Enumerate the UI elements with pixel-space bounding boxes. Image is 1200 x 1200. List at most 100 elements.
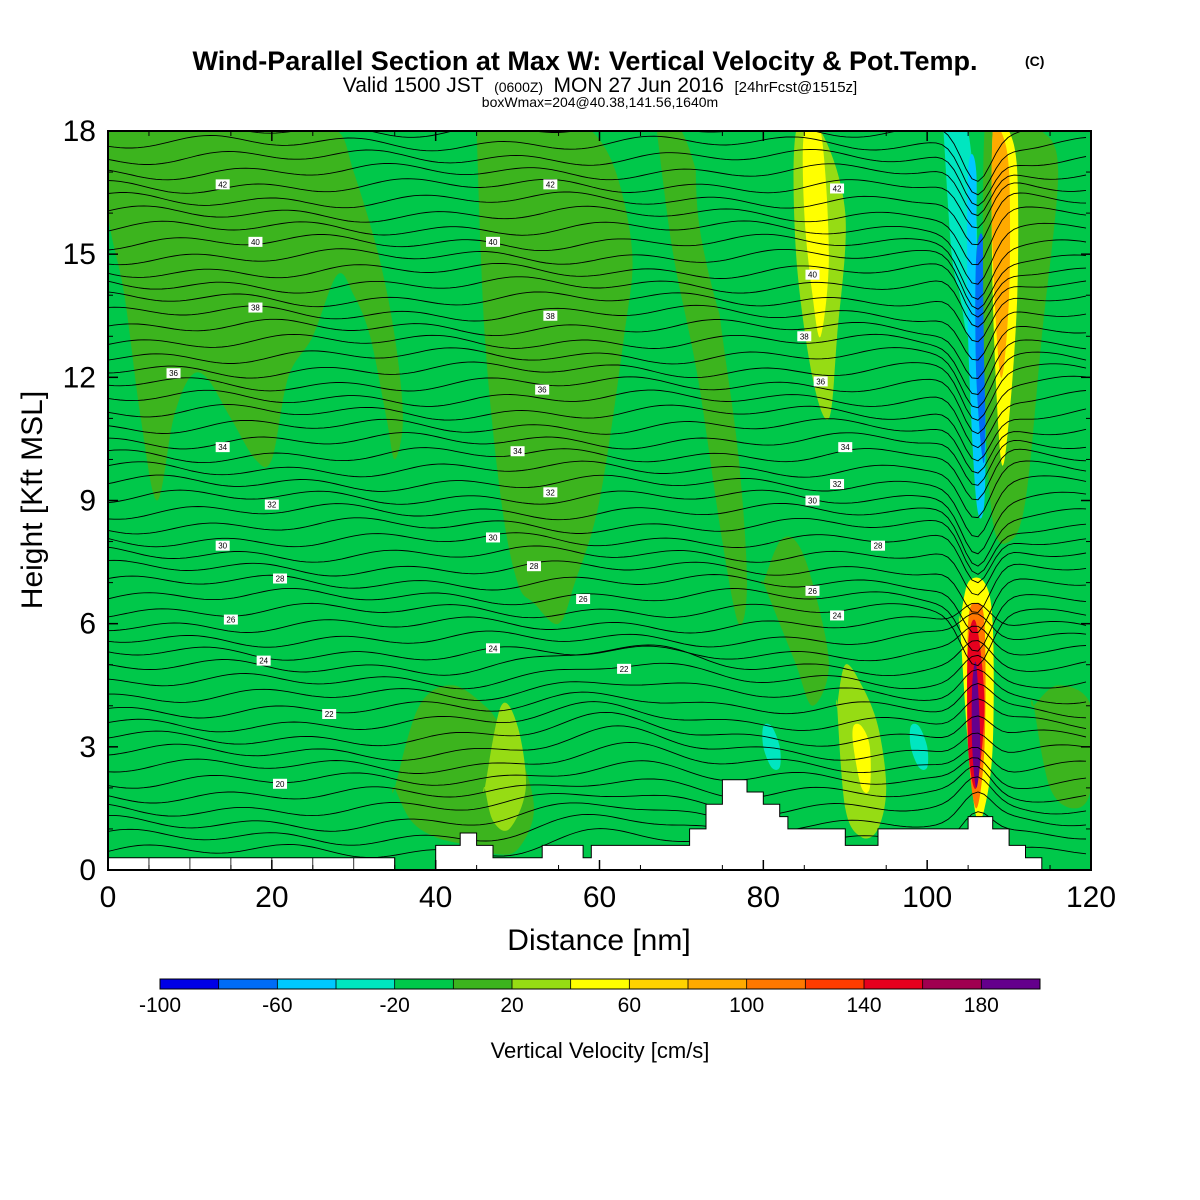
contour-label-box xyxy=(273,778,288,789)
contour-label: 42 xyxy=(830,183,845,194)
contour-label-text: 24 xyxy=(489,644,498,653)
contour-label-box xyxy=(543,487,558,498)
isentrope-line xyxy=(108,404,1087,462)
contour-label-box xyxy=(543,310,558,321)
plot-area: 42 40 38 36 34 32 30 28 26 24 22 20 42 40 38 36 34 32 30 28… xyxy=(108,131,1091,870)
velocity-region-1 xyxy=(476,131,633,625)
isentrope-line xyxy=(108,291,1087,343)
contour-label-text: 20 xyxy=(276,780,285,789)
velocity-region-26 xyxy=(971,661,981,788)
colorbar-tick-label: 140 xyxy=(846,994,881,1017)
contour-label-text: 38 xyxy=(251,304,260,313)
contour-label-box xyxy=(576,594,591,605)
contour-label-box xyxy=(838,442,853,453)
y-tick-label: 18 xyxy=(63,115,96,148)
contour-label-text: 36 xyxy=(538,386,547,395)
y-tick-label: 15 xyxy=(63,238,96,271)
isentrope-line xyxy=(108,233,1087,300)
colorbar-swatch xyxy=(864,979,923,989)
contour-label: 28 xyxy=(526,561,541,572)
contour-label-text: 28 xyxy=(874,542,883,551)
contour-label-text: 32 xyxy=(546,488,555,497)
contour-label-box xyxy=(215,442,230,453)
isentrope-line xyxy=(108,131,1024,182)
contour-label-box xyxy=(273,573,288,584)
contour-label-text: 28 xyxy=(276,575,285,584)
colorbar-frame xyxy=(159,978,1041,990)
contour-label-box xyxy=(486,532,501,543)
contour-label-box xyxy=(215,179,230,190)
isentrope-line xyxy=(108,361,1087,421)
contour-label-box xyxy=(510,446,525,457)
isentrope-line xyxy=(108,149,1087,207)
contour-label-box xyxy=(486,236,501,247)
contour-label-box xyxy=(322,708,337,719)
contour-label: 36 xyxy=(813,376,828,387)
isentrope-line xyxy=(108,489,1087,555)
chart-title: Wind-Parallel Section at Max W: Vertical… xyxy=(193,46,978,76)
terrain-block-1 xyxy=(435,779,1043,870)
contour-label-text: 32 xyxy=(267,501,276,510)
contour-label: 38 xyxy=(248,302,263,313)
contour-label-box xyxy=(526,561,541,572)
colorbar-swatch xyxy=(336,979,395,989)
contour-label: 34 xyxy=(215,442,230,453)
isentrope-line xyxy=(108,220,1087,285)
contour-label-text: 30 xyxy=(218,542,227,551)
contour-label: 40 xyxy=(248,236,263,247)
isentrope-line xyxy=(108,791,1087,832)
colorbar-swatch xyxy=(746,979,806,989)
colorbar-label: Vertical Velocity [cm/s] xyxy=(491,1038,710,1063)
x-axis-label: Distance [nm] xyxy=(507,924,690,957)
colorbar-swatch xyxy=(453,979,512,989)
isentrope-line xyxy=(108,725,1087,761)
y-tick-label: 6 xyxy=(79,608,96,641)
isentrope-line xyxy=(108,587,1087,652)
isentrope-line xyxy=(108,447,1087,501)
contour-label: 26 xyxy=(805,585,820,596)
isentrope-line xyxy=(108,375,1087,435)
colorbar-swatch xyxy=(218,979,278,989)
velocity-region-19 xyxy=(975,233,986,464)
isentrope-line xyxy=(108,460,1087,519)
contour-label-box xyxy=(264,499,279,510)
contour-label-box xyxy=(223,614,238,625)
x-tick-label: 40 xyxy=(419,881,452,914)
isentrope-line xyxy=(108,418,1087,474)
colorbar-swatch xyxy=(981,979,1040,989)
contour-label: 32 xyxy=(543,487,558,498)
contour-label-text: 26 xyxy=(226,616,235,625)
colorbar-swatch xyxy=(629,979,688,989)
contour-label: 34 xyxy=(510,446,525,457)
isentrope-line xyxy=(108,683,1087,719)
contour-label-text: 40 xyxy=(808,271,817,280)
isentrope-line xyxy=(108,432,1087,486)
terrain-mask xyxy=(108,779,1043,870)
isentrope-line xyxy=(108,757,1087,790)
x-tick-label: 60 xyxy=(583,881,616,914)
isentrope-line xyxy=(108,532,1087,584)
contour-label-text: 34 xyxy=(218,443,227,452)
contour-label-text: 36 xyxy=(816,377,825,386)
contour-label: 24 xyxy=(486,643,501,654)
contour-label: 42 xyxy=(215,179,230,190)
contour-label: 32 xyxy=(830,479,845,490)
isentrope-line xyxy=(108,178,1087,229)
contour-label: 38 xyxy=(797,331,812,342)
contour-label-text: 22 xyxy=(620,665,629,674)
colorbar-tick-label: -60 xyxy=(262,994,292,1017)
colorbar-tick-label: 100 xyxy=(729,994,764,1017)
colorbar-swatch xyxy=(394,979,454,989)
contour-label-box xyxy=(830,610,845,621)
box-info: boxWmax=204@40.38,141.56,1640m xyxy=(482,94,718,110)
isentrope-line xyxy=(108,318,1087,379)
contour-label-box xyxy=(830,479,845,490)
contour-label-text: 34 xyxy=(841,443,850,452)
contour-label-text: 42 xyxy=(218,180,227,189)
subtitle-date: MON 27 Jun 2016 xyxy=(554,74,724,97)
isentrope-line xyxy=(108,613,1087,648)
isentrope-line xyxy=(108,559,1087,613)
velocity-region-4 xyxy=(656,131,747,626)
